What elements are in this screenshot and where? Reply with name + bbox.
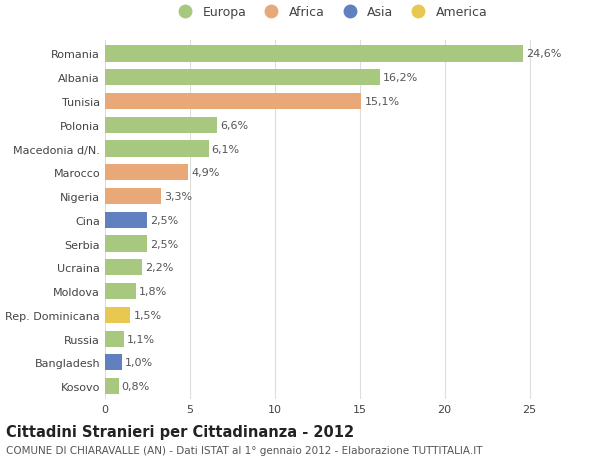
Bar [105, 307, 130, 323]
Bar [105, 354, 122, 370]
Text: 1,1%: 1,1% [127, 334, 155, 344]
Text: 2,5%: 2,5% [151, 215, 179, 225]
Text: 3,3%: 3,3% [164, 191, 192, 202]
Legend: Europa, Africa, Asia, America: Europa, Africa, Asia, America [172, 6, 488, 19]
Bar [105, 165, 188, 181]
Bar [105, 260, 142, 276]
Bar [105, 212, 148, 229]
Text: 1,5%: 1,5% [134, 310, 161, 320]
Text: 4,9%: 4,9% [191, 168, 220, 178]
Text: COMUNE DI CHIARAVALLE (AN) - Dati ISTAT al 1° gennaio 2012 - Elaborazione TUTTIT: COMUNE DI CHIARAVALLE (AN) - Dati ISTAT … [6, 445, 482, 455]
Bar [105, 189, 161, 205]
Bar [105, 46, 523, 62]
Text: 16,2%: 16,2% [383, 73, 418, 83]
Bar [105, 94, 361, 110]
Text: 24,6%: 24,6% [526, 50, 561, 59]
Bar [105, 141, 209, 157]
Text: 1,0%: 1,0% [125, 358, 153, 368]
Bar [105, 70, 380, 86]
Text: 1,8%: 1,8% [139, 286, 167, 297]
Bar [105, 378, 119, 394]
Text: 2,5%: 2,5% [151, 239, 179, 249]
Bar [105, 118, 217, 134]
Bar [105, 283, 136, 300]
Text: 6,6%: 6,6% [220, 121, 248, 130]
Text: 2,2%: 2,2% [145, 263, 174, 273]
Bar [105, 236, 148, 252]
Text: 0,8%: 0,8% [122, 381, 150, 391]
Text: 6,1%: 6,1% [212, 144, 240, 154]
Text: 15,1%: 15,1% [364, 97, 400, 107]
Bar [105, 331, 124, 347]
Text: Cittadini Stranieri per Cittadinanza - 2012: Cittadini Stranieri per Cittadinanza - 2… [6, 425, 354, 440]
